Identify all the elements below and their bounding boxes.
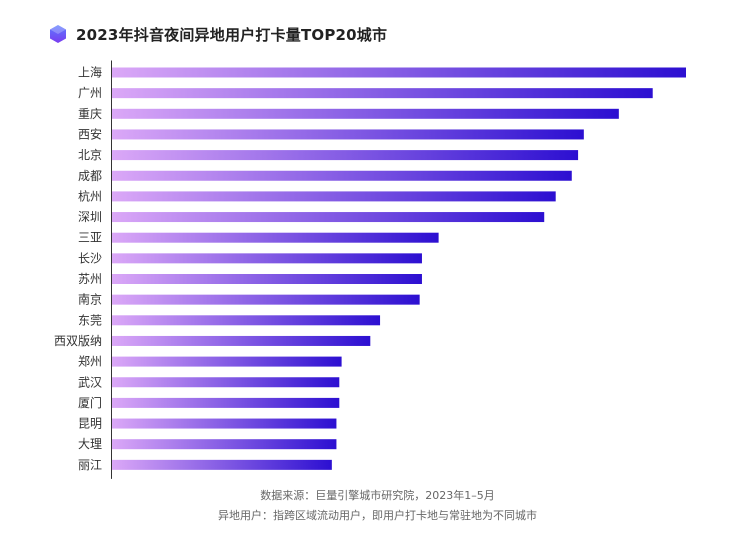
- bar-14: [112, 335, 371, 346]
- category-label: 三亚: [78, 231, 102, 245]
- bar-20: [112, 459, 332, 470]
- category-label: 武汉: [78, 375, 102, 389]
- hexagon-logo-icon: [50, 25, 66, 43]
- bar-10: [112, 253, 422, 264]
- definition-note: 异地用户：指跨区域流动用户，即用户打卡地与常驻地为不同城市: [218, 509, 537, 522]
- bar-9: [112, 232, 439, 243]
- bar-2: [112, 88, 653, 99]
- category-label: 大理: [78, 437, 102, 451]
- category-label: 长沙: [78, 251, 102, 265]
- category-label: 郑州: [78, 354, 102, 369]
- title-row: 2023年抖音夜间异地用户打卡量TOP20城市: [48, 22, 387, 46]
- bar-5: [112, 150, 579, 161]
- category-label: 西安: [78, 126, 102, 141]
- bar-19: [112, 439, 337, 450]
- category-label: 昆明: [78, 417, 102, 431]
- category-label: 丽江: [78, 458, 102, 472]
- bar-4: [112, 129, 584, 140]
- bar-18: [112, 418, 337, 429]
- bar-17: [112, 397, 340, 408]
- category-label: 厦门: [78, 395, 102, 410]
- category-label: 南京: [78, 292, 102, 307]
- category-label: 上海: [78, 65, 102, 80]
- chart-title: 2023年抖音夜间异地用户打卡量TOP20城市: [76, 25, 388, 44]
- category-label: 广州: [78, 86, 102, 100]
- bar-15: [112, 356, 342, 367]
- category-label: 深圳: [78, 210, 102, 224]
- bar-1: [112, 67, 686, 78]
- category-label: 重庆: [78, 107, 102, 121]
- bar-6: [112, 170, 572, 181]
- source-note: 数据来源：巨量引擎城市研究院，2023年1–5月: [260, 489, 495, 502]
- bar-16: [112, 377, 340, 388]
- bars-layer: [112, 67, 686, 470]
- bar-11: [112, 274, 422, 284]
- category-label: 西双版纳: [54, 334, 102, 348]
- category-label: 东莞: [78, 313, 102, 327]
- category-labels: 上海广州重庆西安北京成都杭州深圳三亚长沙苏州南京东莞西双版纳郑州武汉厦门昆明大理…: [54, 65, 102, 472]
- bar-3: [112, 108, 619, 119]
- bar-8: [112, 212, 545, 223]
- bar-13: [112, 315, 381, 326]
- category-label: 杭州: [78, 188, 102, 203]
- category-label: 北京: [78, 148, 102, 162]
- bar-7: [112, 191, 556, 202]
- bar-12: [112, 294, 420, 305]
- category-label: 苏州: [78, 272, 102, 286]
- category-label: 成都: [78, 169, 102, 183]
